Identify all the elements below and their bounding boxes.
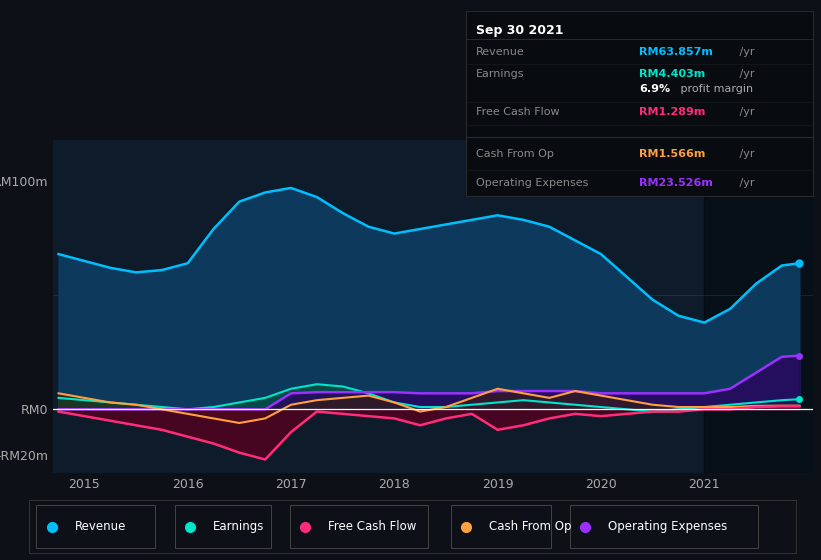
Text: Operating Expenses: Operating Expenses: [476, 178, 589, 188]
Text: Free Cash Flow: Free Cash Flow: [328, 520, 416, 533]
Text: RM63.857m: RM63.857m: [639, 46, 713, 57]
Text: profit margin: profit margin: [677, 85, 754, 94]
Text: Earnings: Earnings: [213, 520, 264, 533]
Text: /yr: /yr: [736, 107, 754, 117]
Text: Revenue: Revenue: [75, 520, 126, 533]
Text: RM23.526m: RM23.526m: [639, 178, 713, 188]
Text: Revenue: Revenue: [476, 46, 525, 57]
Text: /yr: /yr: [736, 178, 754, 188]
Text: /yr: /yr: [736, 69, 754, 79]
Text: Earnings: Earnings: [476, 69, 525, 79]
Text: Sep 30 2021: Sep 30 2021: [476, 24, 563, 37]
Text: 6.9%: 6.9%: [639, 85, 670, 94]
Text: Operating Expenses: Operating Expenses: [608, 520, 727, 533]
Text: RM1.566m: RM1.566m: [639, 148, 705, 158]
Text: /yr: /yr: [736, 46, 754, 57]
Text: Cash From Op: Cash From Op: [489, 520, 571, 533]
Text: RM1.289m: RM1.289m: [639, 107, 705, 117]
Text: Cash From Op: Cash From Op: [476, 148, 554, 158]
Bar: [704, 140, 821, 473]
Text: RM4.403m: RM4.403m: [639, 69, 705, 79]
Text: Free Cash Flow: Free Cash Flow: [476, 107, 560, 117]
Text: /yr: /yr: [736, 148, 754, 158]
